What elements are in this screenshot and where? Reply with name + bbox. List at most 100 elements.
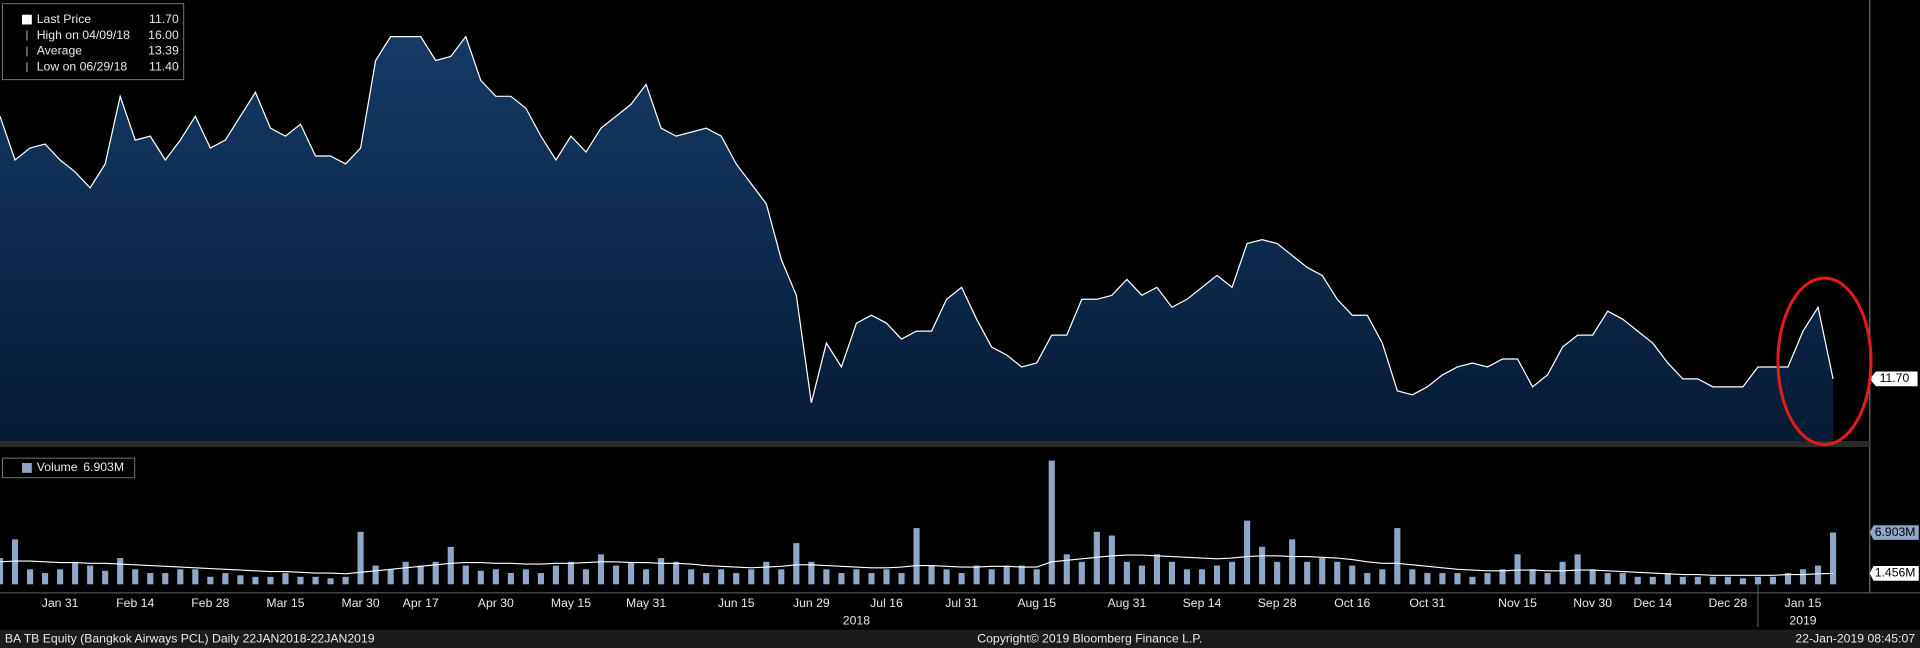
year-label: 2018 xyxy=(843,613,870,627)
volume-bar xyxy=(1213,565,1221,585)
volume-bar xyxy=(1424,573,1431,585)
volume-bar xyxy=(1198,569,1206,585)
legend-value: 11.70 xyxy=(149,12,179,26)
x-tick-label: Sep 28 xyxy=(1258,596,1297,610)
volume-bar xyxy=(808,561,815,585)
volume-bar xyxy=(1018,565,1025,585)
volume-bar xyxy=(1574,554,1581,585)
volume-bar xyxy=(207,576,214,585)
volume-bar xyxy=(913,528,920,585)
volume-bar xyxy=(1634,576,1641,585)
volume-bar xyxy=(507,573,514,585)
volume-bar xyxy=(1063,554,1070,585)
volume-bar xyxy=(1364,573,1371,585)
volume-bar xyxy=(1289,539,1296,585)
volume-bar xyxy=(1409,569,1416,585)
volume-bar xyxy=(492,569,499,585)
volume-bar xyxy=(252,576,259,585)
volume-bar xyxy=(1589,569,1596,585)
volume-bar xyxy=(718,569,725,585)
volume-bar xyxy=(372,565,379,585)
volume-bar xyxy=(1469,576,1476,585)
legend-label: Average xyxy=(37,44,83,58)
volume-bar xyxy=(1709,576,1716,585)
legend-label: High on 04/09/18 xyxy=(37,28,130,42)
volume-bar xyxy=(643,569,650,585)
volume-bar xyxy=(1544,573,1551,585)
volume-bar xyxy=(1559,561,1566,585)
volume-bar xyxy=(733,573,740,585)
x-tick-label: Jan 15 xyxy=(1785,596,1822,610)
volume-bar xyxy=(763,561,770,585)
price-area xyxy=(0,36,1834,441)
volume-bar xyxy=(1334,561,1341,585)
x-tick-label: Jul 31 xyxy=(945,596,978,610)
volume-bar xyxy=(1108,535,1115,585)
value-tag xyxy=(1869,525,1919,540)
volume-average-line xyxy=(0,554,1834,576)
value-tag-label: 6.903M xyxy=(1875,525,1916,539)
x-tick-label: Sep 14 xyxy=(1183,596,1222,610)
volume-bar xyxy=(1259,546,1266,585)
volume-bar xyxy=(342,576,349,585)
volume-bar xyxy=(87,565,94,585)
legend-box xyxy=(1,457,136,479)
legend-value: 13.39 xyxy=(148,44,179,58)
volume-bar xyxy=(1093,531,1100,585)
volume-bar xyxy=(1033,569,1040,585)
legend-label: Volume xyxy=(37,460,78,474)
x-tick-label: Nov 15 xyxy=(1498,596,1537,610)
volume-bar xyxy=(1814,565,1822,585)
volume-bar xyxy=(1138,565,1145,585)
footer-center: Copyright© 2019 Bloomberg Finance L.P. xyxy=(977,632,1202,646)
volume-bar xyxy=(1379,569,1386,585)
x-tick-label: Apr 17 xyxy=(403,596,439,610)
volume-bar xyxy=(282,573,289,585)
volume-bar xyxy=(0,558,4,585)
x-tick-label: Nov 30 xyxy=(1573,596,1612,610)
volume-bar xyxy=(853,569,860,585)
volume-bar xyxy=(1679,576,1686,585)
volume-bar xyxy=(1349,565,1356,585)
volume-bar xyxy=(1439,573,1446,585)
volume-bar xyxy=(1649,576,1656,585)
volume-bar xyxy=(823,569,830,585)
last-price-tag xyxy=(1869,371,1918,387)
volume-bar xyxy=(883,569,890,585)
volume-bar xyxy=(327,578,334,585)
volume-bar xyxy=(703,573,710,585)
x-tick-label: Oct 16 xyxy=(1334,596,1370,610)
volume-bar xyxy=(1394,528,1401,585)
volume-bar xyxy=(1694,576,1701,585)
volume-bar xyxy=(958,573,965,585)
volume-bar xyxy=(162,573,169,585)
footer-right: 22-Jan-2019 08:45:07 xyxy=(1795,632,1915,646)
volume-bar xyxy=(597,554,605,585)
legend-swatch xyxy=(22,463,32,473)
volume-bar xyxy=(432,561,439,585)
volume-bar xyxy=(868,573,875,585)
volume-bar xyxy=(1784,573,1792,585)
volume-bar xyxy=(1604,573,1611,585)
footer-left: BA TB Equity (Bangkok Airways PCL) Daily… xyxy=(5,632,375,646)
x-tick-label: May 31 xyxy=(626,596,666,610)
footer-bar xyxy=(0,629,1920,648)
year-label: 2019 xyxy=(1789,613,1816,627)
volume-bar xyxy=(688,569,695,585)
volume-bar xyxy=(42,573,49,585)
annotation-circle xyxy=(1776,276,1873,447)
volume-bar xyxy=(1484,573,1491,585)
legend-value: 11.40 xyxy=(149,60,179,74)
legend-label: Low on 06/29/18 xyxy=(37,60,128,74)
volume-bar xyxy=(1664,573,1671,585)
volume-bar xyxy=(658,558,665,585)
volume-bar xyxy=(26,569,34,585)
volume-bar xyxy=(102,570,109,585)
x-tick-label: Mar 30 xyxy=(342,596,380,610)
volume-bar xyxy=(1739,578,1746,585)
volume-bar xyxy=(1514,554,1521,585)
volume-bar xyxy=(222,573,229,585)
last-price-label: 11.70 xyxy=(1880,371,1910,385)
